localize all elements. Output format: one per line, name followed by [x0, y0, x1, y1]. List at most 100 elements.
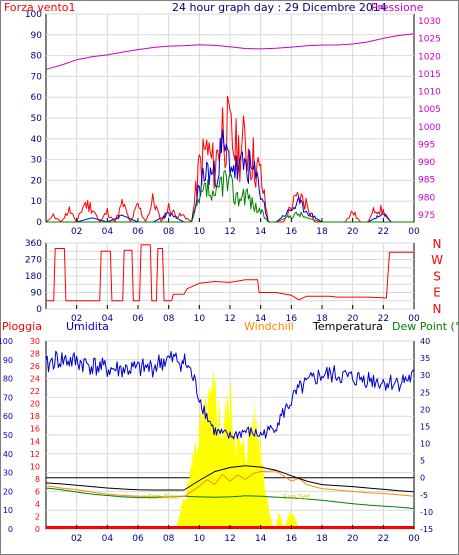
wind-axis-label: 60 [31, 93, 43, 103]
rain-axis-label: 16 [30, 425, 40, 434]
temperature-axis-label: -10 [420, 508, 433, 517]
wind-axis-label: 70 [31, 72, 43, 82]
humidity-axis-label: 80 [3, 375, 13, 384]
x-tick-label: 18 [316, 314, 328, 324]
x-tick-label: 10 [194, 314, 206, 324]
rain-label: Pioggia [2, 320, 42, 333]
rain-axis-label: 0 [35, 525, 40, 534]
pressure-axis-label: 980 [418, 193, 435, 203]
humidity-axis-label: 20 [3, 487, 13, 496]
x-tick-label: 20 [347, 534, 359, 544]
x-tick-label: 10 [194, 534, 206, 544]
x-tick-label: 12 [224, 227, 235, 237]
temperature-label: Temperatura [312, 320, 383, 333]
dew-point-label: Dew Point (°C [392, 320, 459, 333]
wind-direction-series [46, 244, 414, 302]
pressure-axis-label: 1030 [418, 17, 441, 27]
wind-axis-label: 50 [31, 114, 43, 124]
temperature-axis-label: 30 [420, 371, 430, 380]
rain-axis-label: 26 [30, 362, 40, 371]
x-tick-label: 18 [316, 534, 328, 544]
humidity-axis-label: 50 [3, 431, 13, 440]
windchill-label: Windchill [244, 320, 294, 333]
temperature-axis-label: 20 [420, 405, 430, 414]
x-tick-label: 14 [255, 227, 267, 237]
compass-label: N [433, 237, 442, 251]
rain-axis-label: 12 [30, 450, 40, 459]
wind-axis-label: 40 [31, 135, 43, 145]
compass-label: E [433, 286, 441, 300]
wind-axis-label: 20 [31, 176, 43, 186]
x-tick-label: 14 [255, 314, 267, 324]
pressure-axis-label: 1005 [418, 105, 441, 115]
x-tick-label: 12 [224, 534, 235, 544]
rain-axis-label: 20 [30, 400, 40, 409]
wind-direction-ticks: 0 90 180 270 360 02 04 06 08 10 12 14 16 18 20 22 00 [25, 239, 420, 324]
rain-axis-label: 8 [35, 475, 40, 484]
humidity-axis-label: 70 [3, 393, 13, 402]
dew-point-line [45, 487, 415, 509]
rain-axis-label: 28 [30, 350, 40, 359]
x-tick-label: 04 [102, 227, 114, 237]
wind-axis-label: 90 [31, 31, 43, 41]
wind-axis-label: 100 [25, 10, 42, 20]
sunset-label: Sun Set [283, 493, 310, 501]
x-tick-label: 08 [163, 227, 175, 237]
x-tick-label: 06 [132, 227, 144, 237]
rain-axis-label: 18 [30, 412, 40, 421]
x-tick-label: 16 [286, 227, 298, 237]
x-tick-label: 00 [408, 227, 420, 237]
x-tick-label: 02 [71, 314, 82, 324]
humidity-label: Umidita [66, 320, 109, 333]
x-tick-label: 08 [163, 314, 175, 324]
rain-axis-label: 6 [35, 487, 40, 496]
x-tick-label: 00 [408, 534, 420, 544]
rain-axis-label: 22 [30, 387, 40, 396]
graph-date-title: 24 hour graph day : 29 Dicembre 2014 [172, 1, 387, 14]
x-tick-label: 16 [286, 314, 298, 324]
humidity-axis-label: 0 [8, 525, 13, 534]
x-tick-label: 06 [132, 534, 144, 544]
humidity-temperature-ticks: 0102030405060708090100024681012141618202… [0, 337, 433, 544]
x-tick-label: 00 [408, 314, 420, 324]
temperature-line [45, 465, 415, 493]
temperature-axis-label: -15 [420, 525, 433, 534]
humidity-temperature-panel: 0102030405060708090100024681012141618202… [0, 320, 459, 544]
pressure-axis-label: 1010 [418, 88, 441, 98]
humidity-axis-label: 100 [0, 337, 13, 346]
wind-axis-label: 0 [36, 218, 42, 228]
windchill-line [45, 470, 415, 498]
pressure-axis-label: 975 [418, 211, 435, 221]
direction-axis-label: 180 [25, 272, 42, 282]
x-tick-label: 02 [71, 227, 82, 237]
rain-axis-label: 30 [30, 337, 40, 346]
x-tick-label: 20 [347, 314, 359, 324]
wind-direction-line [46, 244, 414, 302]
humidity-axis-label: 10 [3, 506, 13, 515]
sunrise-label: Sun Rise [148, 493, 178, 501]
rain-axis-label: 10 [30, 462, 40, 471]
x-tick-label: 22 [378, 534, 389, 544]
pressure-axis-label: 985 [418, 176, 435, 186]
humidity-line [45, 350, 415, 440]
x-tick-label: 06 [132, 314, 144, 324]
pressure-axis-label: 990 [418, 158, 435, 168]
temperature-axis-label: 5 [420, 457, 425, 466]
temperature-axis-label: 15 [420, 422, 430, 431]
pressure-axis-label: 1000 [418, 123, 441, 133]
wind-axis-label: 30 [31, 156, 43, 166]
rain-axis-label: 24 [30, 375, 40, 384]
x-tick-label: 04 [102, 534, 114, 544]
compass-label: S [433, 269, 441, 283]
humidity-axis-label: 60 [3, 412, 13, 421]
x-tick-label: 04 [102, 314, 114, 324]
direction-axis-label: 90 [31, 289, 43, 299]
pressure-axis-label: 1015 [418, 70, 441, 80]
direction-axis-label: 0 [36, 305, 42, 315]
x-tick-label: 22 [378, 227, 389, 237]
x-tick-label: 12 [224, 314, 235, 324]
